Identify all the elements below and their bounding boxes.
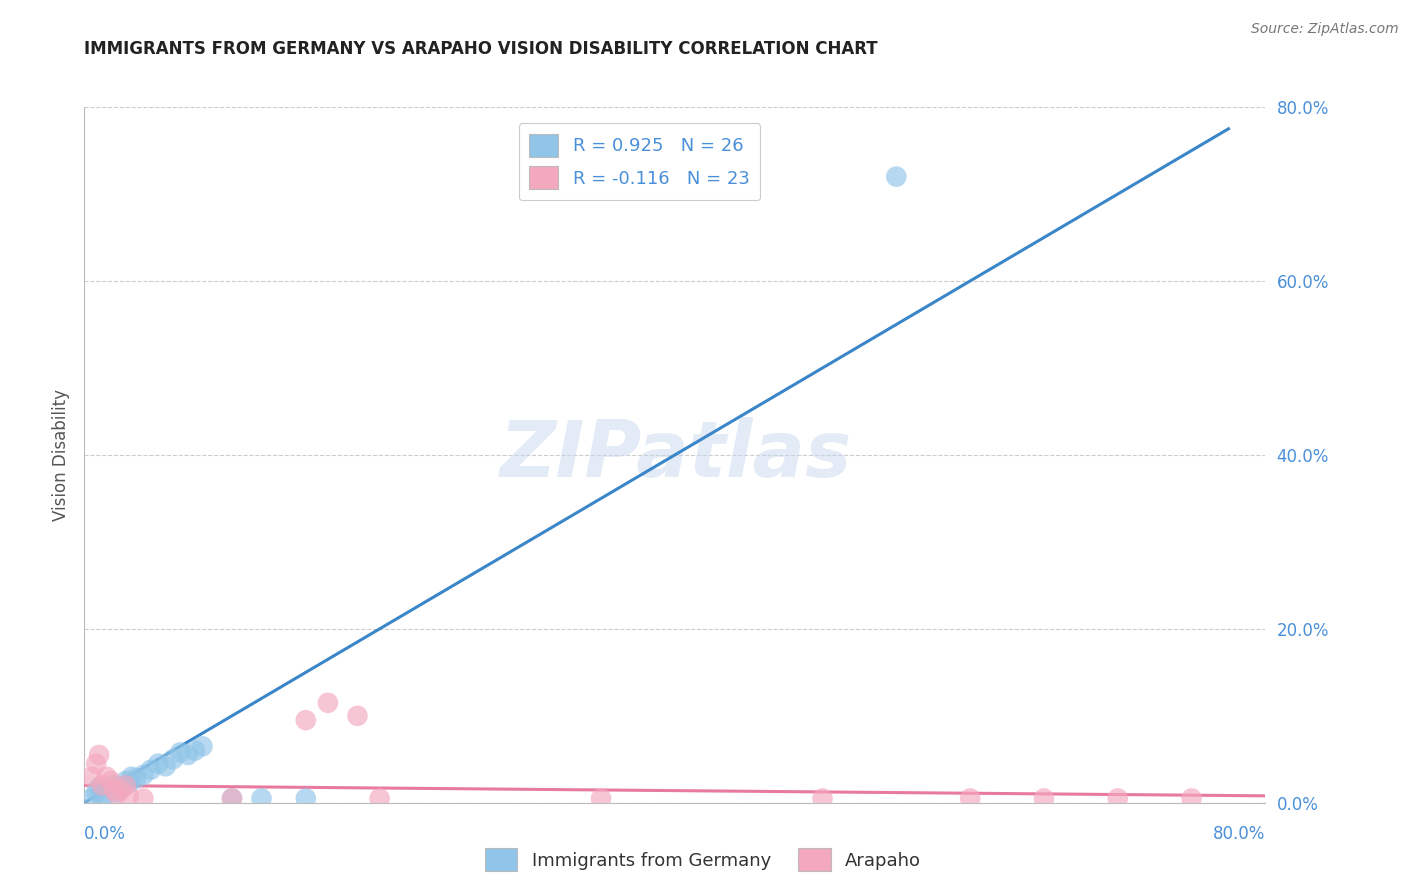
Point <box>368 791 391 805</box>
Point <box>91 778 114 792</box>
Point <box>110 782 132 797</box>
Point <box>114 774 136 789</box>
Text: ZIPatlas: ZIPatlas <box>499 417 851 493</box>
Point <box>91 789 114 803</box>
Legend: Immigrants from Germany, Arapaho: Immigrants from Germany, Arapaho <box>478 841 928 879</box>
Point <box>221 791 243 805</box>
Point <box>184 744 207 758</box>
Point <box>1032 791 1054 805</box>
Point <box>221 791 243 805</box>
Point <box>295 713 318 727</box>
Point <box>886 169 908 184</box>
Point <box>295 791 318 805</box>
Point <box>148 756 170 771</box>
Point <box>132 791 155 805</box>
Point <box>811 791 834 805</box>
Point <box>114 778 136 792</box>
Point <box>96 787 118 801</box>
Point <box>84 785 107 799</box>
Point <box>110 780 132 794</box>
Point <box>155 759 177 773</box>
Point <box>105 785 128 799</box>
Point <box>105 787 128 801</box>
Point <box>250 791 273 805</box>
Point <box>591 791 613 805</box>
Point <box>84 756 107 771</box>
Text: 0.0%: 0.0% <box>84 825 127 843</box>
Point <box>80 791 103 805</box>
Point <box>87 747 111 762</box>
Point <box>132 768 155 782</box>
Point <box>1180 791 1202 805</box>
Point <box>177 747 200 762</box>
Point <box>103 782 125 797</box>
Point <box>346 708 368 723</box>
Legend: R = 0.925   N = 26, R = -0.116   N = 23: R = 0.925 N = 26, R = -0.116 N = 23 <box>519 123 761 200</box>
Point <box>100 782 122 797</box>
Point <box>80 770 103 784</box>
Point <box>96 770 118 784</box>
Text: Source: ZipAtlas.com: Source: ZipAtlas.com <box>1251 22 1399 37</box>
Point <box>125 772 148 786</box>
Point <box>191 739 214 754</box>
Point <box>118 777 141 791</box>
Point <box>118 789 141 803</box>
Point <box>103 778 125 792</box>
Point <box>1107 791 1129 805</box>
Point <box>316 696 339 710</box>
Point <box>139 763 162 777</box>
Text: IMMIGRANTS FROM GERMANY VS ARAPAHO VISION DISABILITY CORRELATION CHART: IMMIGRANTS FROM GERMANY VS ARAPAHO VISIO… <box>84 40 877 58</box>
Text: 80.0%: 80.0% <box>1213 825 1265 843</box>
Point <box>87 780 111 794</box>
Point <box>162 752 184 766</box>
Point <box>121 770 143 784</box>
Point <box>100 774 122 789</box>
Y-axis label: Vision Disability: Vision Disability <box>52 389 70 521</box>
Point <box>169 745 191 759</box>
Point <box>959 791 981 805</box>
